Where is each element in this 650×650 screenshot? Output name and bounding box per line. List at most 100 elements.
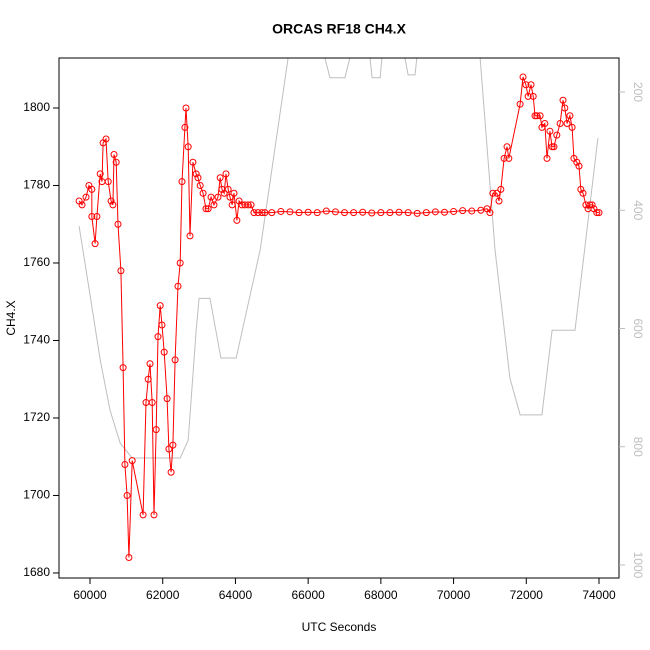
data-point bbox=[156, 302, 164, 310]
data-point bbox=[519, 73, 527, 81]
data-point bbox=[500, 154, 508, 162]
x-tick-label: 66000 bbox=[291, 588, 325, 602]
data-point bbox=[167, 468, 175, 476]
data-point bbox=[160, 348, 168, 356]
x-tick-label: 68000 bbox=[364, 588, 398, 602]
chart-title: ORCAS RF18 CH4.X bbox=[272, 21, 406, 37]
x-tick-label: 70000 bbox=[437, 588, 471, 602]
data-point bbox=[139, 511, 147, 519]
data-point bbox=[575, 162, 583, 170]
data-point bbox=[117, 267, 125, 275]
data-point bbox=[107, 197, 115, 205]
data-point bbox=[114, 220, 122, 228]
data-point bbox=[192, 170, 200, 178]
data-point bbox=[148, 398, 156, 406]
data-point bbox=[588, 201, 596, 209]
y2-tick-label: 400 bbox=[631, 200, 645, 220]
data-point bbox=[550, 143, 558, 151]
data-point bbox=[199, 189, 207, 197]
data-point bbox=[261, 209, 269, 217]
data-point bbox=[286, 208, 294, 216]
x-tick-label: 60000 bbox=[73, 588, 107, 602]
data-point bbox=[104, 178, 112, 186]
data-point bbox=[350, 209, 358, 217]
data-point bbox=[123, 491, 131, 499]
data-point bbox=[331, 208, 339, 216]
data-point bbox=[184, 143, 192, 151]
data-point bbox=[541, 119, 549, 127]
data-point bbox=[88, 212, 96, 220]
data-point bbox=[189, 158, 197, 166]
series-line bbox=[78, 76, 600, 558]
data-point bbox=[431, 208, 439, 216]
y-tick-label: 1800 bbox=[23, 100, 50, 114]
data-point bbox=[207, 193, 215, 201]
data-point bbox=[313, 209, 321, 217]
data-point bbox=[495, 197, 503, 205]
data-point bbox=[254, 209, 262, 217]
data-point bbox=[493, 189, 501, 197]
data-point bbox=[78, 201, 86, 209]
data-point bbox=[450, 207, 458, 215]
data-point bbox=[322, 207, 330, 215]
data-point bbox=[553, 131, 561, 139]
data-point bbox=[559, 96, 567, 104]
data-point bbox=[486, 209, 494, 217]
x-tick-label: 72000 bbox=[510, 588, 544, 602]
y-tick-label: 1780 bbox=[23, 178, 50, 192]
x-tick-label: 62000 bbox=[146, 588, 180, 602]
data-point bbox=[186, 232, 194, 240]
data-point bbox=[226, 193, 234, 201]
data-point bbox=[459, 207, 467, 215]
plot-frame bbox=[58, 57, 620, 579]
data-point bbox=[88, 185, 96, 193]
data-point bbox=[154, 333, 162, 341]
data-point bbox=[422, 209, 430, 217]
data-point bbox=[527, 81, 535, 89]
data-point bbox=[169, 441, 177, 449]
data-point bbox=[524, 92, 532, 100]
data-point bbox=[82, 193, 90, 201]
data-point bbox=[146, 360, 154, 368]
data-point bbox=[404, 209, 412, 217]
data-point bbox=[548, 143, 556, 151]
data-point bbox=[91, 240, 99, 248]
data-point bbox=[250, 209, 258, 217]
data-point bbox=[174, 282, 182, 290]
data-point bbox=[556, 119, 564, 127]
data-point bbox=[497, 185, 505, 193]
data-point bbox=[224, 185, 232, 193]
data-point bbox=[341, 209, 349, 217]
data-point bbox=[144, 375, 152, 383]
data-point bbox=[489, 189, 497, 197]
data-point bbox=[543, 154, 551, 162]
plot-area bbox=[75, 58, 603, 561]
data-point bbox=[573, 158, 581, 166]
y-axis-label: CH4.X bbox=[4, 300, 18, 335]
data-point bbox=[176, 259, 184, 267]
data-point bbox=[110, 150, 118, 158]
data-point bbox=[228, 201, 236, 209]
data-point bbox=[440, 208, 448, 216]
data-point bbox=[163, 395, 171, 403]
data-point bbox=[593, 209, 601, 217]
data-point bbox=[112, 158, 120, 166]
data-point bbox=[202, 205, 210, 213]
data-point bbox=[119, 364, 127, 372]
data-point bbox=[182, 104, 190, 112]
data-point bbox=[210, 201, 218, 209]
data-point bbox=[505, 154, 513, 162]
y-tick-label: 1700 bbox=[23, 488, 50, 502]
data-point bbox=[222, 170, 230, 178]
data-point bbox=[220, 189, 228, 197]
x-axis-label: UTC Seconds bbox=[302, 620, 377, 634]
y-tick-label: 1680 bbox=[23, 565, 50, 579]
data-point bbox=[158, 321, 166, 329]
data-point bbox=[566, 112, 574, 120]
data-point bbox=[477, 206, 485, 214]
data-point bbox=[586, 201, 594, 209]
data-point bbox=[368, 209, 376, 217]
y2-tick-label: 600 bbox=[631, 318, 645, 338]
data-point bbox=[563, 119, 571, 127]
data-point bbox=[244, 201, 252, 209]
